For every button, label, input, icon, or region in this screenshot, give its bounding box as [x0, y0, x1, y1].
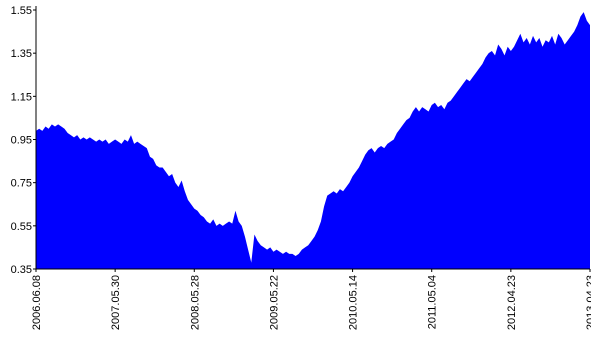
y-tick-label: 1.35: [11, 48, 32, 60]
area-series: [36, 12, 590, 269]
x-tick-label: 2010.05.14: [348, 275, 360, 330]
y-tick-label: 0.95: [11, 135, 32, 147]
y-tick-label: 1.55: [11, 5, 32, 17]
x-tick-label: 2009.05.22: [268, 275, 280, 330]
x-tick-label: 2011.05.04: [427, 275, 439, 329]
y-tick-label: 0.55: [11, 221, 32, 233]
y-tick-label: 0.35: [11, 264, 32, 276]
x-tick-label: 2013.04.23: [585, 275, 591, 330]
x-tick-label: 2007.05.30: [110, 275, 122, 330]
x-tick-label: 2006.06.08: [31, 275, 43, 330]
x-tick-label: 2008.05.28: [189, 275, 201, 330]
y-tick-label: 0.75: [11, 178, 32, 190]
y-tick-label: 1.15: [11, 91, 32, 103]
x-tick-label: 2012.04.23: [506, 275, 518, 330]
